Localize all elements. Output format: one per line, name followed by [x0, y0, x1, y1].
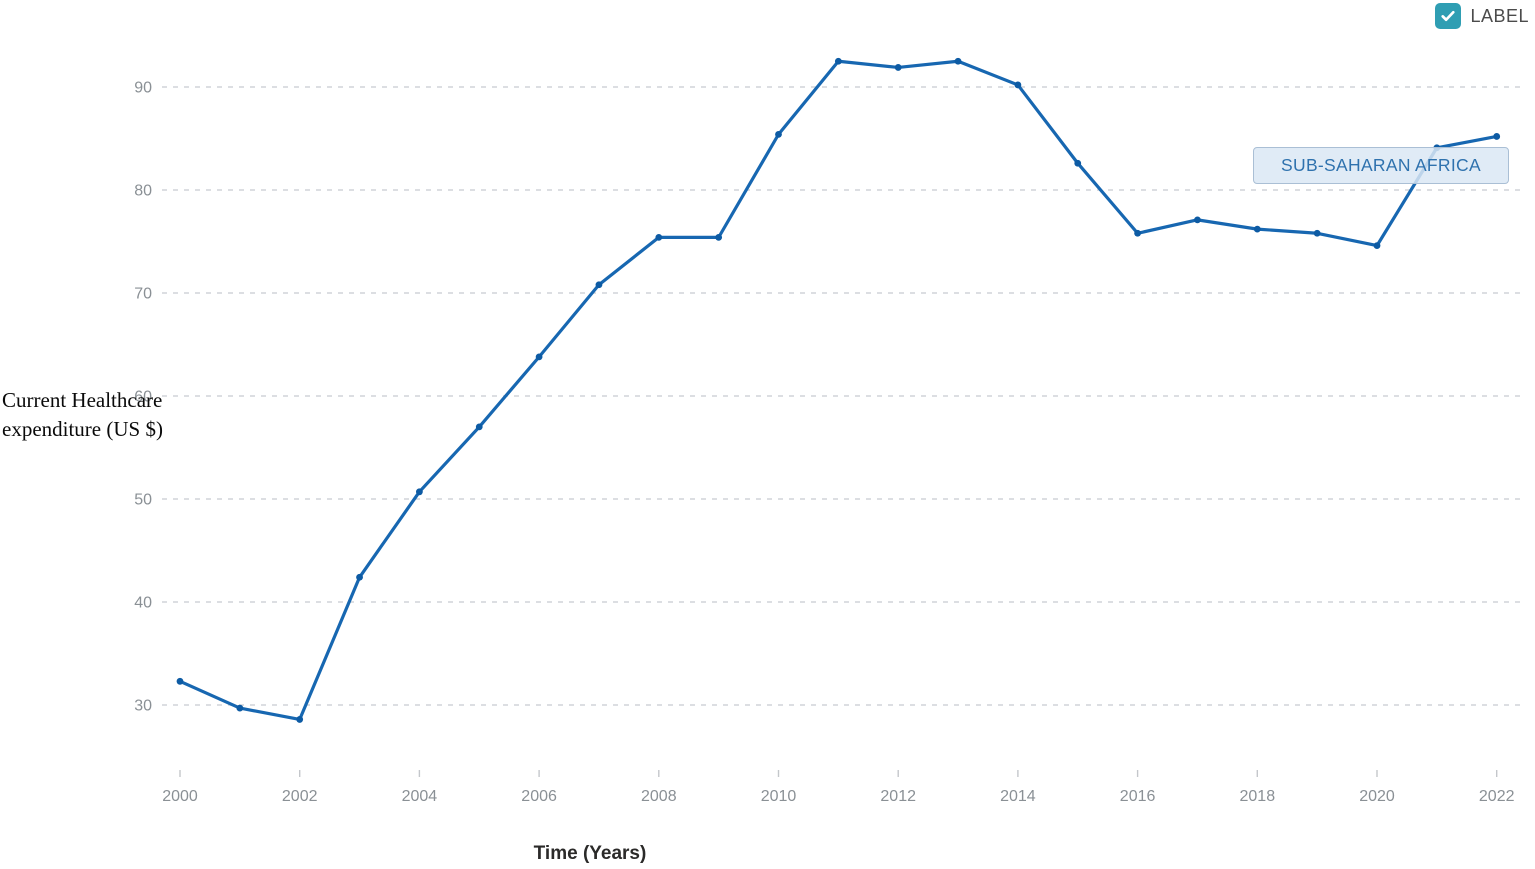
data-point[interactable]	[296, 716, 304, 723]
x-tick-label: 2008	[641, 788, 677, 805]
y-tick-label: 70	[134, 286, 152, 303]
x-tick-label: 2006	[521, 788, 557, 805]
label-checkbox[interactable]	[1435, 3, 1462, 29]
label-checkbox-text: LABEL	[1470, 5, 1529, 26]
data-point[interactable]	[535, 353, 543, 361]
data-point[interactable]	[1253, 225, 1261, 233]
data-point[interactable]	[1074, 159, 1082, 167]
y-tick-label: 90	[134, 80, 152, 97]
data-point[interactable]	[954, 57, 962, 65]
x-tick-label: 2020	[1359, 788, 1395, 805]
data-point[interactable]	[715, 233, 723, 241]
data-point[interactable]	[1134, 229, 1141, 237]
data-point[interactable]	[775, 130, 782, 138]
series-label-badge[interactable]: SUB-SAHARAN AFRICA	[1253, 147, 1509, 184]
data-point[interactable]	[834, 57, 842, 65]
x-tick-label: 2022	[1479, 788, 1515, 805]
data-point[interactable]	[1014, 81, 1022, 89]
data-point[interactable]	[475, 423, 483, 431]
x-tick-label: 2016	[1120, 788, 1156, 805]
x-tick-label: 2014	[1000, 788, 1036, 805]
x-tick-label: 2018	[1240, 788, 1276, 805]
data-point[interactable]	[176, 677, 184, 685]
x-tick-label: 2000	[162, 788, 198, 805]
data-point[interactable]	[655, 233, 663, 241]
x-tick-label: 2002	[282, 788, 318, 805]
y-tick-label: 60	[134, 389, 152, 406]
x-tick-label: 2012	[880, 788, 916, 805]
data-point[interactable]	[595, 281, 603, 289]
y-tick-label: 80	[134, 183, 152, 200]
x-tick-label: 2004	[402, 788, 438, 805]
data-point[interactable]	[356, 573, 363, 581]
data-point[interactable]	[1194, 216, 1201, 224]
label-toggle[interactable]: LABEL	[1435, 3, 1529, 29]
x-tick-label: 2010	[761, 788, 797, 805]
y-tick-label: 40	[134, 595, 152, 612]
x-axis-title: Time (Years)	[533, 843, 647, 864]
y-axis-title: Current Healthcare expenditure (US $)	[2, 388, 163, 441]
checkmark-icon	[1441, 10, 1456, 22]
data-point[interactable]	[894, 64, 902, 71]
data-point[interactable]	[1373, 242, 1381, 250]
y-tick-label: 50	[134, 492, 152, 509]
data-point[interactable]	[416, 488, 423, 496]
data-point[interactable]	[1313, 229, 1321, 237]
data-point[interactable]	[1493, 133, 1501, 140]
data-point[interactable]	[236, 704, 244, 712]
y-tick-label: 30	[134, 698, 152, 715]
